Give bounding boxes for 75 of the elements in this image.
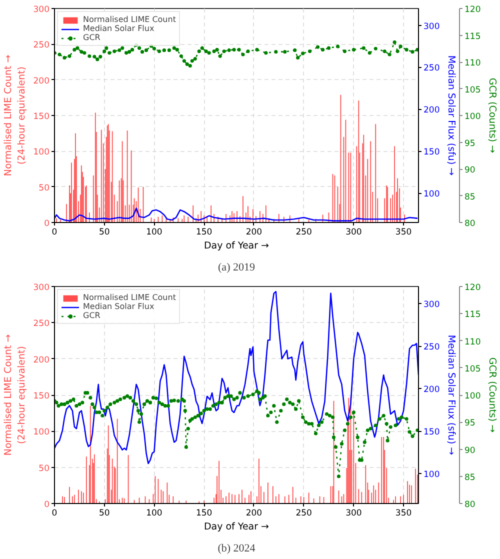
y-tick-label: 250 xyxy=(33,319,50,330)
y3-tick-label: 85 xyxy=(464,472,476,483)
y2-tick-label: 200 xyxy=(424,106,440,116)
x-tick-label: 300 xyxy=(346,228,362,238)
y3-tick-label: 115 xyxy=(464,310,481,320)
y2-tick-label: 100 xyxy=(424,470,440,480)
legend-label: Median Solar Flux xyxy=(83,302,154,311)
x-tick-label: 100 xyxy=(146,228,162,238)
y3-tick-label: 90 xyxy=(464,166,476,176)
x-tick-label: 300 xyxy=(346,508,362,518)
legend-label: Normalised LIME Count xyxy=(83,293,176,302)
y-tick-label: 50 xyxy=(38,183,50,194)
x-tick-label: 0 xyxy=(52,228,58,238)
legend-label: GCR xyxy=(83,311,102,320)
x-tick-label: 100 xyxy=(146,508,162,518)
y3-tick-label: 105 xyxy=(464,364,481,374)
x-tick-label: 50 xyxy=(98,508,110,518)
legend-label: Median Solar Flux xyxy=(83,24,154,33)
y3-tick-label: 95 xyxy=(464,138,476,149)
text: (b) 2024 xyxy=(218,542,256,554)
x-tick-label: 150 xyxy=(196,228,212,238)
line-series xyxy=(54,290,418,464)
y2-tick-label: 200 xyxy=(424,385,440,396)
x-tick-label: 350 xyxy=(395,228,412,238)
y3-tick-label: 100 xyxy=(464,392,481,402)
x-tick-label: 0 xyxy=(52,508,58,518)
y3-tick-label: 105 xyxy=(464,85,481,96)
text: (a) 2019 xyxy=(218,262,256,274)
y-tick-label: 0 xyxy=(44,500,50,510)
y2-tick-label: 300 xyxy=(424,300,440,310)
y3-tick-label: 115 xyxy=(464,32,481,42)
x-tick-label: 200 xyxy=(246,228,262,238)
y3-tick-label: 95 xyxy=(464,418,476,429)
y3-axis-title: GCR (Counts) → xyxy=(486,78,498,154)
legend-label: GCR xyxy=(83,33,102,42)
y2-tick-label: 150 xyxy=(424,148,440,158)
y2-tick-label: 250 xyxy=(424,342,440,353)
y2-axis-title: Median Solar Flux (sfu) → xyxy=(446,334,457,456)
y-tick-label: 250 xyxy=(33,40,50,51)
y3-tick-label: 80 xyxy=(464,500,476,510)
y-axis-title: Normalised LIME Count → (24-hour equivalent) xyxy=(3,54,28,176)
y2-tick-label: 100 xyxy=(424,190,440,200)
y-tick-label: 200 xyxy=(33,355,50,366)
y2-tick-label: 300 xyxy=(424,22,440,32)
y-tick-label: 100 xyxy=(33,428,50,438)
x-tick-label: 350 xyxy=(395,508,412,518)
y-tick-label: 150 xyxy=(33,392,50,402)
y-tick-label: 0 xyxy=(44,219,50,229)
y3-tick-label: 100 xyxy=(464,112,481,122)
y-tick-label: 300 xyxy=(33,5,50,15)
x-tick-label: 250 xyxy=(296,228,312,238)
y-tick-label: 50 xyxy=(38,464,50,474)
y-tick-label: 300 xyxy=(33,283,50,293)
x-tick-label: 150 xyxy=(196,508,212,518)
y2-tick-label: 250 xyxy=(424,64,440,74)
y3-tick-label: 120 xyxy=(464,283,481,293)
y3-tick-label: 80 xyxy=(464,219,476,229)
y3-tick-label: 120 xyxy=(464,5,481,15)
y-axis-title: Normalised LIME Count → (24-hour equivalent) xyxy=(3,334,28,456)
y3-tick-label: 90 xyxy=(464,446,476,456)
x-axis-title: Day of Year → xyxy=(204,240,270,252)
y-tick-label: 150 xyxy=(33,112,50,122)
legend-label: Normalised LIME Count xyxy=(83,15,176,24)
x-axis-title: Day of Year → xyxy=(204,522,270,532)
x-tick-label: 50 xyxy=(98,228,110,238)
y2-tick-label: 150 xyxy=(424,428,440,438)
x-tick-label: 250 xyxy=(296,508,312,518)
y3-tick-label: 85 xyxy=(464,192,476,202)
y2-axis-title: Median Solar Flux (sfu) → xyxy=(446,55,457,176)
y3-axis-title: GCR (Counts) → xyxy=(486,357,498,433)
y3-tick-label: 110 xyxy=(464,337,481,348)
y-tick-label: 200 xyxy=(33,76,50,86)
y3-tick-label: 110 xyxy=(464,58,481,68)
x-tick-label: 200 xyxy=(246,508,262,518)
y-tick-label: 100 xyxy=(33,148,50,158)
